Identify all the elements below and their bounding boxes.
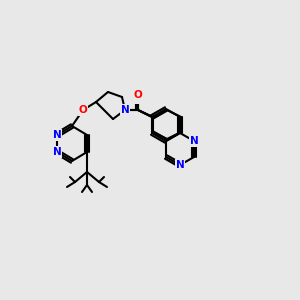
Text: N: N xyxy=(121,105,129,115)
Text: N: N xyxy=(52,147,62,157)
Text: O: O xyxy=(134,90,142,100)
Text: N: N xyxy=(190,136,198,146)
Text: O: O xyxy=(134,93,142,103)
Text: N: N xyxy=(52,130,62,140)
Text: N: N xyxy=(176,160,184,170)
Text: O: O xyxy=(79,105,87,115)
